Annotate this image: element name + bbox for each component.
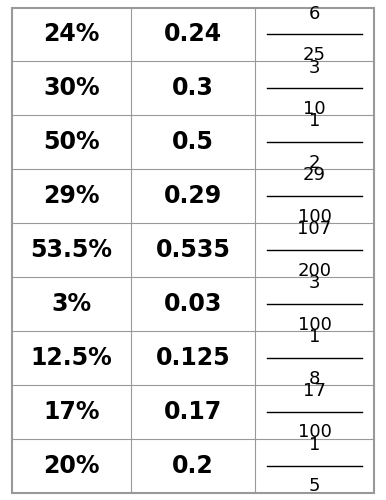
Text: 107: 107 xyxy=(298,220,332,238)
Text: 3: 3 xyxy=(309,274,320,292)
Text: 5: 5 xyxy=(309,478,320,496)
Text: 1: 1 xyxy=(309,328,320,346)
Text: 0.17: 0.17 xyxy=(164,400,222,423)
Text: 3%: 3% xyxy=(51,292,91,316)
Text: 53.5%: 53.5% xyxy=(30,238,112,262)
Text: 0.2: 0.2 xyxy=(172,454,214,477)
Text: 0.3: 0.3 xyxy=(172,76,214,100)
Text: 17: 17 xyxy=(303,382,326,400)
Text: 12.5%: 12.5% xyxy=(30,346,112,370)
Text: 20%: 20% xyxy=(43,454,100,477)
Text: 50%: 50% xyxy=(43,130,100,154)
Text: 29%: 29% xyxy=(43,184,100,208)
Text: 0.5: 0.5 xyxy=(172,130,214,154)
Text: 8: 8 xyxy=(309,370,320,388)
Text: 10: 10 xyxy=(303,100,326,118)
Text: 0.535: 0.535 xyxy=(156,238,230,262)
Text: 0.24: 0.24 xyxy=(164,22,222,46)
Text: 1: 1 xyxy=(309,112,320,130)
Text: 0.03: 0.03 xyxy=(164,292,222,316)
Text: 0.29: 0.29 xyxy=(164,184,222,208)
Text: 100: 100 xyxy=(298,208,332,226)
Text: 100: 100 xyxy=(298,316,332,334)
Text: 1: 1 xyxy=(309,436,320,454)
Text: 100: 100 xyxy=(298,424,332,442)
Text: 24%: 24% xyxy=(43,22,100,46)
Text: 200: 200 xyxy=(298,262,332,280)
Text: 6: 6 xyxy=(309,4,320,22)
Text: 25: 25 xyxy=(303,46,326,64)
Text: 30%: 30% xyxy=(43,76,100,100)
Text: 0.125: 0.125 xyxy=(156,346,230,370)
Text: 2: 2 xyxy=(309,154,320,172)
Text: 3: 3 xyxy=(309,58,320,76)
Text: 17%: 17% xyxy=(43,400,100,423)
Text: 29: 29 xyxy=(303,166,326,184)
